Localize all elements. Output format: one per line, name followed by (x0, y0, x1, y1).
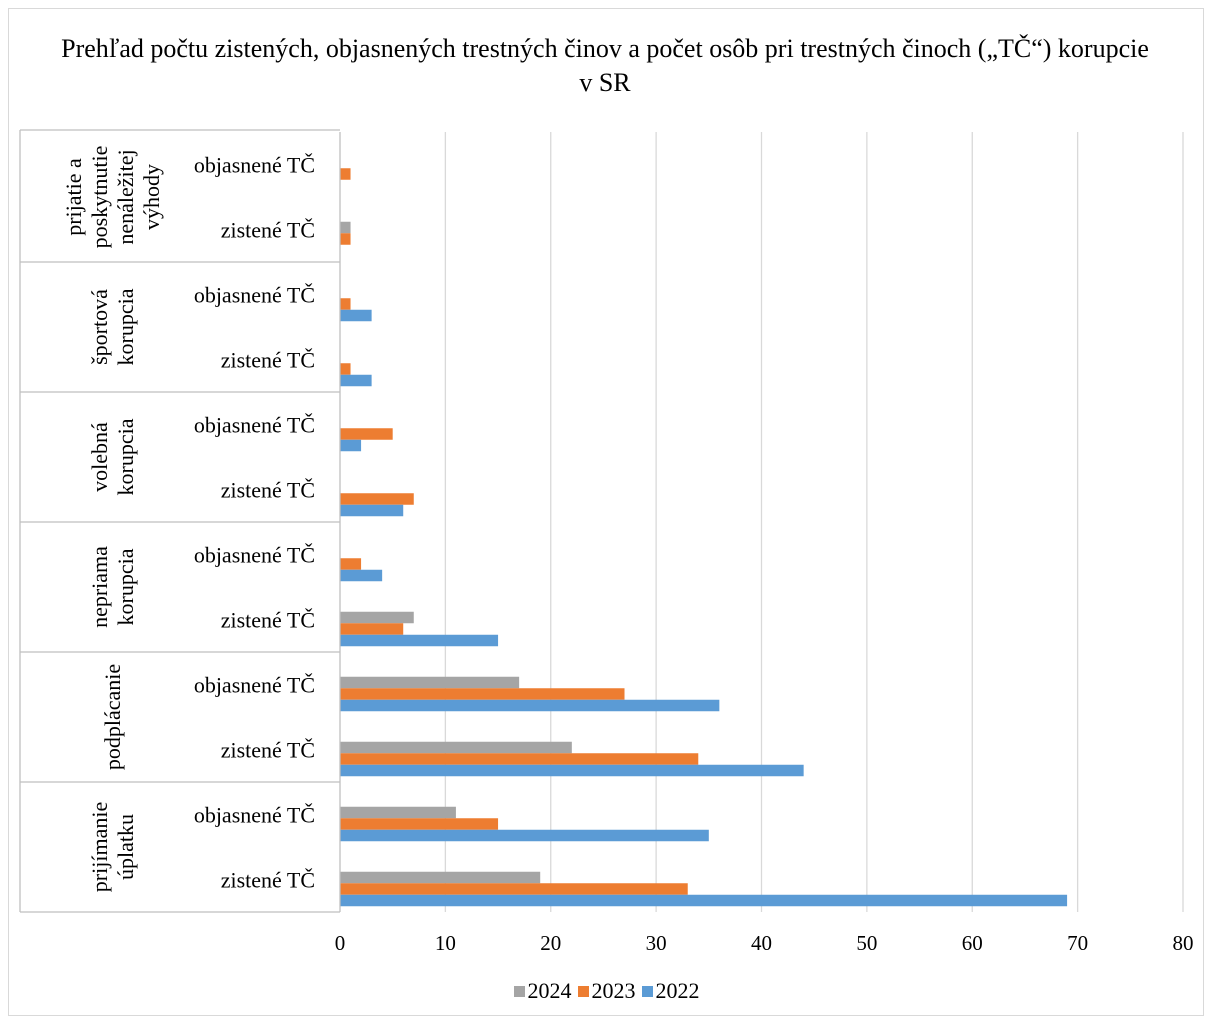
legend: 2024 2023 2022 (0, 976, 1213, 1006)
x-tick-label: 0 (335, 931, 346, 955)
bar-2022 (340, 569, 383, 582)
group-label: podplácanie (100, 664, 125, 770)
category-label: zistené TČ (221, 738, 315, 763)
category-label: objasnené TČ (194, 803, 315, 828)
bar-2022 (340, 374, 372, 387)
x-tick-label: 50 (856, 931, 877, 955)
group-label: prijímanieúplatku (87, 802, 138, 892)
group-label: nepriamakorupcia (87, 546, 138, 628)
group-label-line: korupcia (113, 418, 138, 495)
category-label: zistené TČ (221, 478, 315, 503)
x-tick-label: 70 (1067, 931, 1088, 955)
bar-2023 (340, 363, 351, 375)
x-tick-label: 60 (962, 931, 983, 955)
category-label: zistené TČ (221, 608, 315, 633)
bar-2024 (340, 871, 541, 884)
bar-2022 (340, 894, 1068, 907)
chart-frame (8, 8, 1204, 1016)
legend-item-2022: 2022 (641, 976, 700, 1006)
category-label: objasnené TČ (194, 283, 315, 308)
group-label-line: športová (87, 289, 112, 365)
x-tick-label: 20 (540, 931, 561, 955)
gridlines (444, 132, 1184, 912)
group-label: športovákorupcia (87, 288, 138, 365)
x-tick-label: 80 (1173, 931, 1194, 955)
chart-title: Prehľad počtu zistených, objasnených tre… (61, 34, 1149, 97)
group-label-line: úplatku (113, 814, 138, 880)
legend-swatch (641, 986, 653, 997)
group-label-line: výhody (139, 164, 164, 230)
group-label-line: podplácanie (100, 664, 125, 770)
bar-2022 (340, 504, 404, 517)
group-label-line: korupcia (113, 288, 138, 365)
bar-2022 (340, 829, 709, 842)
bar-2023 (340, 298, 351, 310)
legend-label: 2023 (591, 978, 636, 1003)
bar-2022 (340, 439, 362, 452)
category-label: objasnené TČ (194, 543, 315, 568)
bar-2024 (340, 741, 572, 754)
bar-2023 (340, 623, 404, 635)
legend-item-2023: 2023 (577, 976, 636, 1006)
category-label: zistené TČ (221, 218, 315, 243)
group-label-line: korupcia (113, 548, 138, 625)
category-label: objasnené TČ (194, 673, 315, 698)
bar-2023 (340, 558, 362, 570)
group-label-line: prijímanie (87, 802, 112, 892)
legend-swatch (513, 986, 525, 997)
axes (19, 129, 341, 913)
legend-label: 2022 (655, 978, 700, 1003)
bar-2022 (340, 309, 372, 322)
legend-swatch (577, 986, 589, 997)
category-label: objasnené TČ (194, 153, 315, 178)
x-tick-label: 40 (751, 931, 772, 955)
bar-2023 (340, 818, 499, 830)
group-label: prijatie aposkytnutienenáležitejvýhody (61, 146, 164, 249)
category-label: objasnené TČ (194, 413, 315, 438)
bar-2023 (340, 493, 414, 505)
bar-2023 (340, 428, 393, 440)
group-label-line: nepriama (87, 546, 112, 628)
legend-label: 2024 (527, 978, 572, 1003)
group-label-line: nenáležitej (113, 149, 138, 244)
group-label-line: volebná (87, 422, 112, 492)
bar-2022 (340, 634, 499, 647)
bars (340, 168, 1068, 907)
chart-plot: 0 10 20 30 40 50 60 70 80 objasnené TČ zistené TČ o… (19, 129, 1194, 955)
x-tick-label: 10 (435, 931, 456, 955)
category-label: zistené TČ (221, 348, 315, 373)
bar-2024 (340, 806, 456, 819)
group-label-line: poskytnutie (87, 146, 112, 249)
x-tick-label: 30 (646, 931, 667, 955)
category-label: zistené TČ (221, 868, 315, 893)
bar-2024 (340, 676, 520, 689)
bar-2023 (340, 753, 699, 765)
group-label-line: prijatie a (61, 158, 86, 236)
bar-2023 (340, 883, 688, 895)
bar-2024 (340, 611, 414, 624)
legend-item-2024: 2024 (513, 976, 572, 1006)
bar-2023 (340, 688, 625, 700)
bar-2023 (340, 233, 351, 245)
labels: 0 10 20 30 40 50 60 70 80 objasnené TČ zistené TČ o… (61, 146, 1194, 955)
bar-2023 (340, 168, 351, 180)
bar-2022 (340, 764, 804, 777)
bar-2022 (340, 699, 720, 712)
bar-2024 (340, 221, 351, 234)
group-label: volebnákorupcia (87, 418, 138, 495)
